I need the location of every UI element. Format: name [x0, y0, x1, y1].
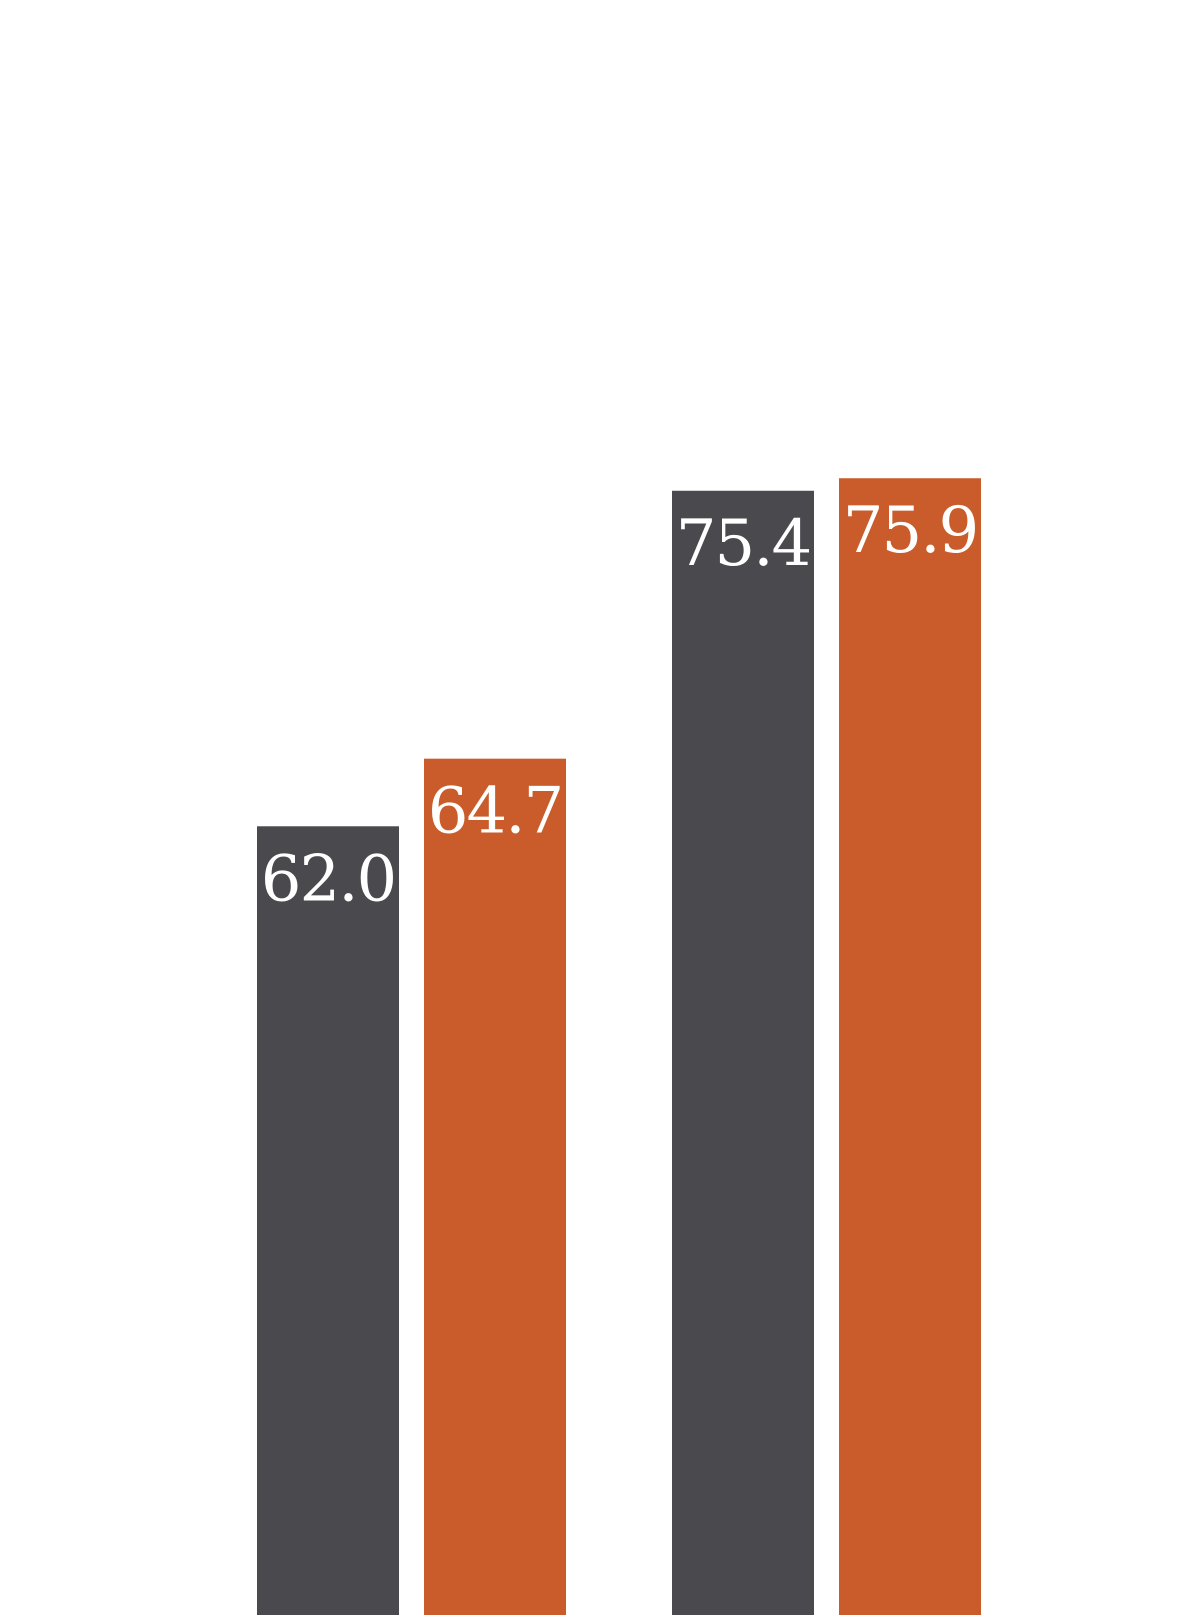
bar-series-2-group-1	[424, 758, 566, 1615]
bar-series-1-group-1	[257, 826, 399, 1615]
data-label-series-2-group-1: 64.7	[428, 775, 563, 849]
bar-series-1-group-2	[672, 490, 814, 1615]
bars-layer	[257, 478, 981, 1615]
data-label-series-1-group-2: 75.4	[676, 507, 811, 581]
data-label-series-2-group-2: 75.9	[843, 494, 978, 568]
labels-layer: 62.0 64.7 75.4 75.9	[261, 494, 980, 916]
data-label-series-1-group-1: 62.0	[261, 842, 396, 916]
bar-series-2-group-2	[839, 478, 981, 1615]
